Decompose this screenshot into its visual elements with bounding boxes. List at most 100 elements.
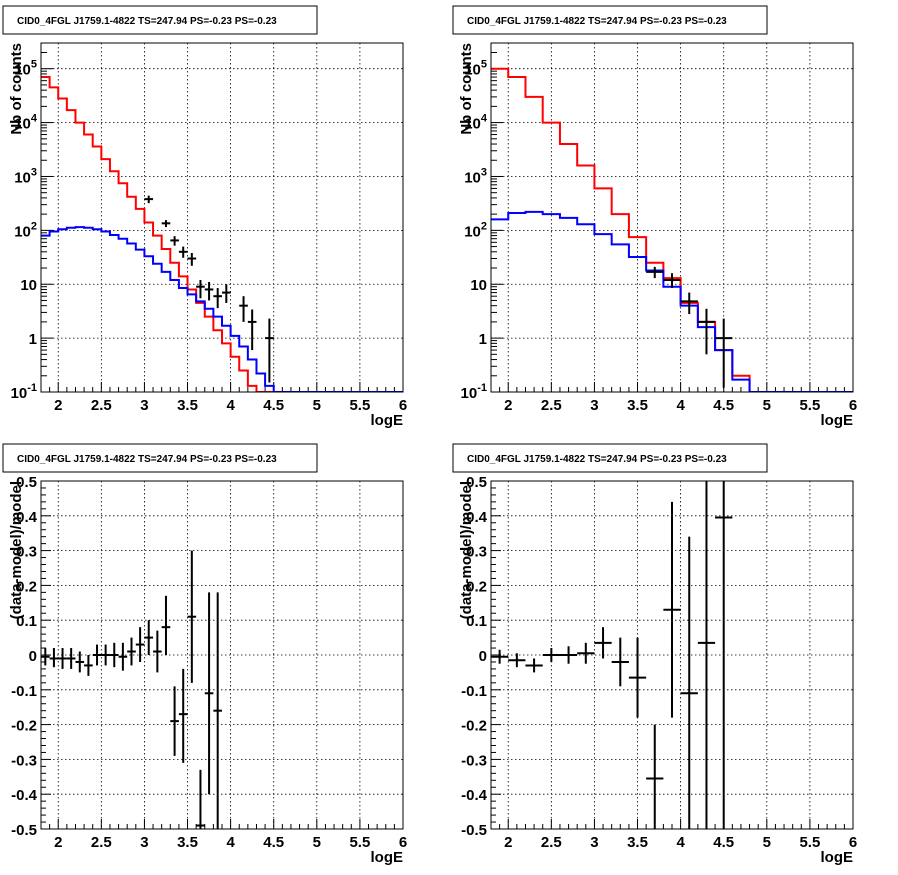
data-point bbox=[663, 273, 681, 289]
x-tick-label: 4 bbox=[676, 397, 685, 414]
y-tick-label: 103 bbox=[14, 166, 37, 186]
residual-point bbox=[491, 649, 509, 664]
residual-point bbox=[715, 481, 733, 829]
residual-point bbox=[525, 658, 543, 673]
x-tick-label: 4 bbox=[676, 834, 685, 851]
data-point bbox=[213, 288, 222, 309]
series-source-line bbox=[41, 226, 403, 392]
x-tick-label: 3.5 bbox=[177, 397, 198, 414]
data-point bbox=[265, 318, 274, 383]
title-box bbox=[2, 443, 318, 473]
data-point bbox=[144, 195, 154, 204]
y-tick-label: 0.2 bbox=[16, 578, 37, 595]
plot-area bbox=[41, 76, 403, 392]
data-point bbox=[161, 220, 171, 228]
x-tick-label: 4 bbox=[226, 834, 235, 851]
y-tick-label: 102 bbox=[464, 220, 487, 240]
chart-title: CID0_4FGL J1759.1-4822 TS=247.94 PS=-0.2… bbox=[17, 454, 277, 465]
x-tick-label: 2 bbox=[54, 834, 62, 851]
y-tick-label: -0.3 bbox=[461, 752, 487, 769]
x-tick-label: 5.5 bbox=[799, 834, 820, 851]
x-tick-label: 4.5 bbox=[713, 397, 734, 414]
y-tick-label: 0.3 bbox=[16, 544, 37, 561]
y-tick-label: 104 bbox=[14, 113, 38, 133]
y-tick-label: -0.1 bbox=[461, 683, 487, 700]
y-tick-label: -0.4 bbox=[461, 787, 488, 804]
y-tick-label: 10 bbox=[470, 277, 487, 294]
title-box bbox=[2, 5, 318, 35]
residual-point bbox=[49, 648, 59, 668]
chart-title: CID0_4FGL J1759.1-4822 TS=247.94 PS=-0.2… bbox=[17, 16, 277, 27]
x-tick-label: 3 bbox=[590, 397, 598, 414]
residual-point bbox=[559, 646, 578, 664]
y-axis-label: (data-model)/model bbox=[8, 481, 25, 619]
residual-point bbox=[577, 642, 595, 664]
data-point bbox=[680, 292, 698, 315]
residual-point bbox=[213, 592, 222, 829]
data-point bbox=[170, 236, 179, 246]
residual-point bbox=[646, 724, 664, 829]
residual-point bbox=[508, 653, 526, 668]
x-axis-label: logE bbox=[371, 849, 404, 866]
residual-point bbox=[92, 644, 102, 666]
x-axis-label: logE bbox=[821, 412, 854, 429]
y-axis-label: (data-model)/model bbox=[458, 481, 475, 619]
x-axis-label: logE bbox=[371, 412, 404, 429]
x-tick-label: 4.5 bbox=[263, 397, 284, 414]
x-tick-label: 6 bbox=[399, 834, 407, 851]
x-tick-label: 3.5 bbox=[627, 397, 648, 414]
y-tick-label: 102 bbox=[14, 220, 37, 240]
y-tick-label: 103 bbox=[464, 166, 487, 186]
residual-point bbox=[66, 648, 76, 669]
residual-point bbox=[127, 637, 136, 666]
y-tick-label: 0 bbox=[479, 648, 487, 665]
x-tick-label: 3 bbox=[140, 834, 148, 851]
y-tick-label: 0.2 bbox=[466, 578, 487, 595]
y-tick-label: -0.5 bbox=[11, 822, 37, 839]
x-tick-label: 5 bbox=[763, 834, 771, 851]
residual-point bbox=[542, 648, 560, 662]
y-tick-label: -0.2 bbox=[11, 718, 37, 735]
x-tick-label: 5 bbox=[313, 834, 321, 851]
y-tick-label: 10 bbox=[20, 277, 37, 294]
x-tick-label: 5.5 bbox=[799, 397, 820, 414]
residual-point bbox=[161, 595, 171, 655]
y-tick-label: 105 bbox=[464, 59, 487, 79]
residual-point bbox=[153, 630, 162, 673]
data-point bbox=[697, 308, 716, 355]
title-box bbox=[452, 5, 768, 35]
data-point bbox=[715, 318, 733, 388]
panel-bottom-left: CID0_4FGL J1759.1-4822 TS=247.94 PS=-0.2… bbox=[2, 443, 407, 866]
data-point bbox=[196, 279, 205, 299]
x-tick-label: 2.5 bbox=[91, 397, 112, 414]
residual-point bbox=[118, 642, 128, 671]
x-tick-label: 6 bbox=[399, 397, 407, 414]
residual-point bbox=[84, 655, 93, 676]
x-tick-label: 6 bbox=[849, 397, 857, 414]
residual-point bbox=[135, 627, 145, 662]
residual-point bbox=[75, 651, 85, 673]
y-tick-label: -0.2 bbox=[461, 718, 487, 735]
y-tick-label: 0.5 bbox=[466, 474, 487, 491]
data-point bbox=[178, 246, 188, 258]
chart-title: CID0_4FGL J1759.1-4822 TS=247.94 PS=-0.2… bbox=[467, 16, 727, 27]
plot-area bbox=[41, 550, 222, 829]
data-point bbox=[187, 252, 197, 266]
y-tick-label: 0 bbox=[29, 648, 37, 665]
residual-point bbox=[58, 648, 67, 669]
data-point bbox=[247, 309, 257, 351]
y-tick-label: -0.4 bbox=[11, 787, 38, 804]
y-tick-label: -0.1 bbox=[11, 683, 37, 700]
x-tick-label: 2 bbox=[54, 397, 62, 414]
x-tick-label: 2 bbox=[504, 834, 512, 851]
y-tick-label: 0.4 bbox=[16, 509, 38, 526]
chart-title: CID0_4FGL J1759.1-4822 TS=247.94 PS=-0.2… bbox=[467, 454, 727, 465]
x-tick-label: 3.5 bbox=[627, 834, 648, 851]
plot-frame bbox=[40, 42, 404, 393]
residual-point bbox=[204, 592, 214, 795]
x-tick-label: 3 bbox=[140, 397, 148, 414]
x-tick-label: 4.5 bbox=[263, 834, 284, 851]
data-point bbox=[204, 282, 214, 301]
residual-point bbox=[680, 536, 698, 829]
